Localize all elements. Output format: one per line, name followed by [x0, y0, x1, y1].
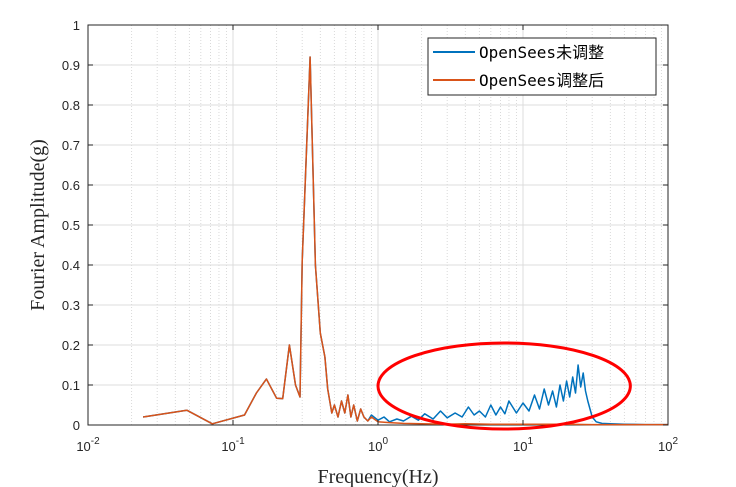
y-tick-label: 0.3 — [62, 298, 80, 313]
y-tick-labels: 0 0.1 0.2 0.3 0.4 0.5 0.6 0.7 0.8 0.9 1 — [62, 18, 668, 433]
legend-label-1: OpenSees调整后 — [479, 71, 604, 90]
y-tick-label: 0.6 — [62, 178, 80, 193]
y-tick-label: 0.1 — [62, 378, 80, 393]
x-tick-label: 10-2 — [76, 436, 100, 454]
x-tick-label: 100 — [368, 436, 388, 454]
y-tick-label: 1 — [73, 18, 80, 33]
x-tick-label: 10-1 — [221, 436, 245, 454]
y-tick-label: 0.4 — [62, 258, 80, 273]
x-axis-label: Frequency(Hz) — [317, 466, 438, 487]
y-tick-label: 0.9 — [62, 58, 80, 73]
y-axis-label: Fourier Amplitude(g) — [27, 139, 49, 311]
y-tick-label: 0.5 — [62, 218, 80, 233]
legend-box — [427, 37, 657, 96]
series-group — [142, 56, 668, 426]
y-tick-label: 0.7 — [62, 138, 80, 153]
x-tick-label: 102 — [658, 436, 678, 454]
x-tick-label: 101 — [513, 436, 533, 454]
y-tick-label: 0 — [73, 418, 80, 433]
y-tick-label: 0.8 — [62, 98, 80, 113]
legend-label-0: OpenSees未调整 — [479, 43, 604, 62]
x-tick-labels: 10-2 10-1 100 101 102 — [76, 25, 678, 454]
y-tick-label: 0.2 — [62, 338, 80, 353]
series-line-0 — [142, 56, 668, 426]
series-line-1 — [142, 56, 668, 426]
legend: OpenSees未调整 OpenSees调整后 — [427, 37, 657, 96]
highlight-ellipse — [376, 341, 632, 431]
annotation-group — [376, 341, 632, 431]
